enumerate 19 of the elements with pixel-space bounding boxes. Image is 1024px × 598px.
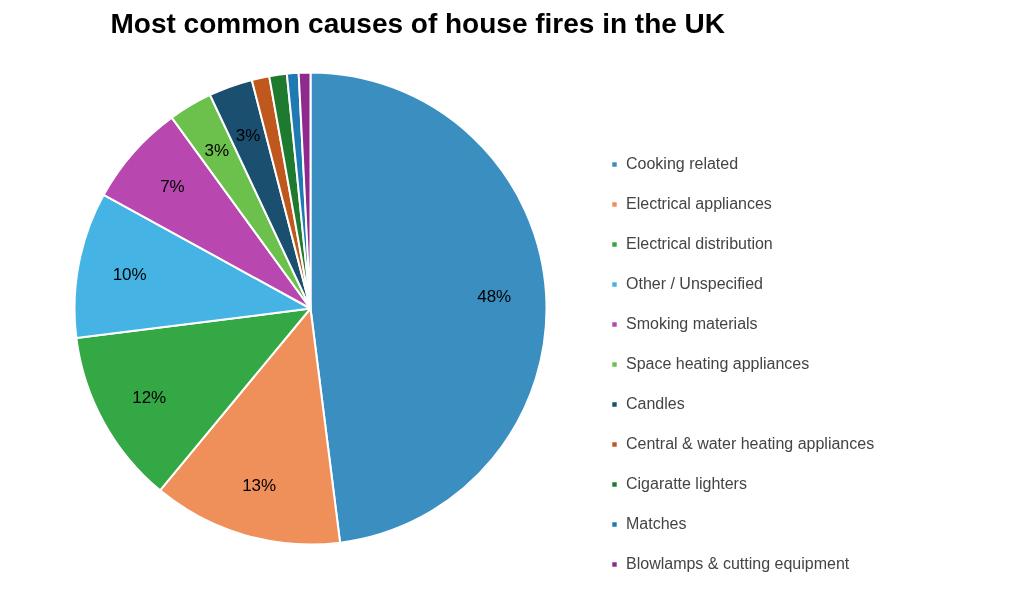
legend-label: Cigaratte lighters bbox=[626, 475, 747, 493]
legend-label: Matches bbox=[626, 515, 687, 533]
legend-label: Smoking materials bbox=[626, 315, 758, 333]
data-label: 13% bbox=[242, 475, 277, 495]
legend-label: Electrical distribution bbox=[626, 235, 773, 253]
legend-label: Other / Unspecified bbox=[626, 275, 763, 293]
data-label: 3% bbox=[204, 140, 230, 160]
legend-label: Central & water heating appliances bbox=[626, 435, 875, 453]
legend-label: Space heating appliances bbox=[626, 355, 810, 373]
legend-label: Cooking related bbox=[626, 155, 739, 173]
data-label: 12% bbox=[132, 387, 167, 407]
legend-label: Candles bbox=[626, 395, 685, 413]
data-label: 48% bbox=[477, 287, 512, 307]
legend-label: Blowlamps & cutting equipment bbox=[626, 555, 850, 573]
legend-label: Electrical appliances bbox=[626, 195, 772, 213]
data-label: 7% bbox=[160, 177, 185, 197]
chart-title: Most common causes of house fires in the UK bbox=[110, 7, 726, 39]
data-label: 3% bbox=[235, 125, 261, 145]
data-label: 10% bbox=[112, 264, 147, 284]
